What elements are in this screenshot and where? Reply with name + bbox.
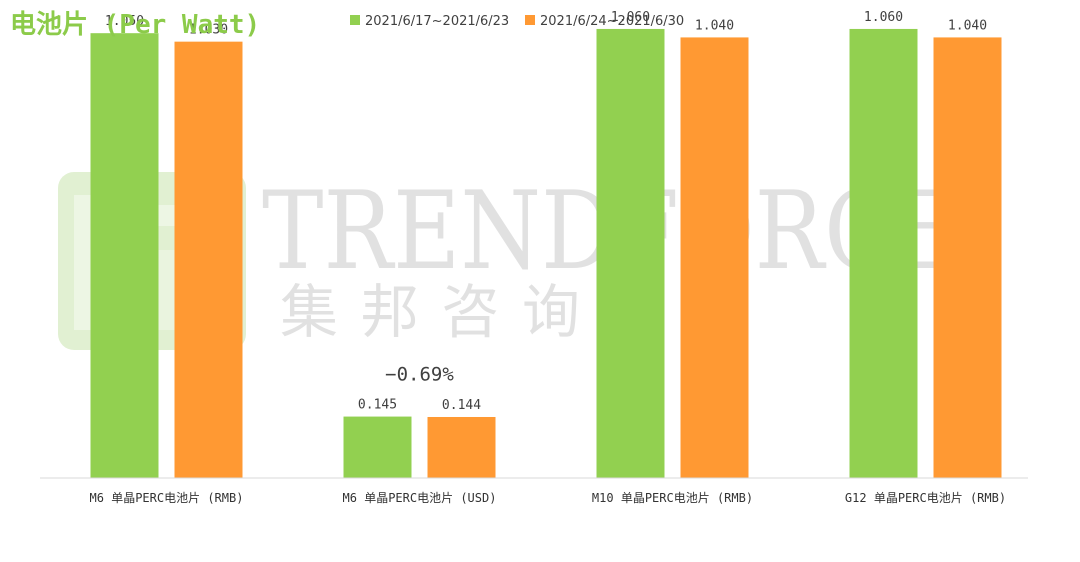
category-label-4: G12 单晶PERC电池片 (RMB)	[845, 491, 1006, 505]
bar-series-1-cat-1	[90, 33, 159, 478]
chart-title: 电池片 (Per Watt)	[10, 10, 260, 40]
value-label-series-2-cat-3: 1.040	[695, 18, 734, 33]
legend-swatch-series-2	[525, 15, 535, 25]
bar-series-2-cat-4	[933, 37, 1002, 478]
bar-series-2-cat-1	[174, 41, 243, 479]
category-axis: M6 单晶PERC电池片 (RMB) M6 单晶PERC电池片 (USD) M10 …	[90, 491, 1007, 505]
bar-series-1-cat-3	[596, 28, 665, 478]
category-label-2: M6 单晶PERC电池片 (USD)	[343, 491, 497, 505]
value-label-series-2-cat-1: 1.030	[189, 23, 228, 38]
value-label-series-1-cat-3: 1.060	[611, 10, 650, 25]
value-label-series-2-cat-4: 1.040	[948, 18, 987, 33]
bar-series-1-cat-4	[849, 28, 918, 478]
change-label-cat-1: −1.9%	[138, 0, 196, 2]
value-label-series-1-cat-2: 0.145	[358, 398, 397, 413]
value-label-series-1-cat-4: 1.060	[864, 10, 903, 25]
labels-layer: 1.050 1.030 −1.9% 0.145 0.144 −0.69% 1.060 1.04…	[105, 0, 987, 413]
bar-series-1-cat-2	[343, 416, 412, 478]
bar-series-2-cat-2	[427, 416, 496, 478]
legend-label-series-1: 2021/6/17~2021/6/23	[365, 14, 509, 29]
change-label-cat-2: −0.69%	[385, 364, 454, 386]
legend-swatch-series-1	[350, 15, 360, 25]
category-label-3: M10 单晶PERC电池片 (RMB)	[592, 491, 753, 505]
bars-layer	[90, 28, 1002, 479]
legend: 2021/6/17~2021/6/23 2021/6/24~2021/6/30	[350, 14, 684, 29]
value-label-series-1-cat-1: 1.050	[105, 14, 144, 29]
category-label-1: M6 单晶PERC电池片 (RMB)	[90, 491, 244, 505]
legend-label-series-2: 2021/6/24~2021/6/30	[540, 14, 684, 29]
value-label-series-2-cat-2: 0.144	[442, 398, 481, 413]
bar-series-2-cat-3	[680, 37, 749, 478]
